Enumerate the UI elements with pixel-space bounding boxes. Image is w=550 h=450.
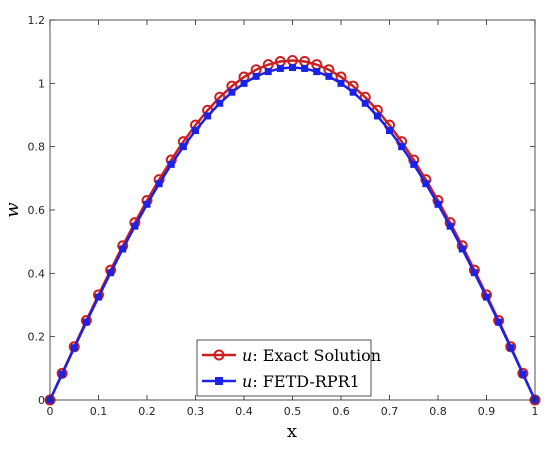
data-point	[192, 127, 199, 135]
data-point	[434, 200, 442, 208]
data-point	[58, 370, 66, 378]
legend-var-fetd: u	[242, 372, 252, 391]
data-point	[228, 88, 236, 96]
x-tick-label: 0.8	[429, 405, 447, 418]
data-point	[264, 68, 272, 76]
y-tick-label: 0.6	[28, 204, 46, 217]
data-point	[361, 99, 369, 107]
legend: u: Exact Solution u: FETD-RPR1	[196, 339, 381, 397]
x-tick-label: 0.5	[284, 405, 302, 418]
x-tick-label: 1	[532, 405, 539, 418]
legend-entry-fetd: u: FETD-RPR1	[202, 372, 360, 391]
x-tick-label: 0.7	[381, 405, 399, 418]
legend-var-exact: u	[242, 346, 252, 365]
data-point	[505, 341, 517, 353]
legend-text-exact: : Exact Solution	[252, 346, 381, 365]
data-point	[131, 222, 139, 230]
data-point	[240, 79, 248, 87]
axes-layer: 0 0.1 0.2 0.3 0.4 0.5 0.6 0.7 0.8 0.9 1 0 0.2 0.4 0.6 0…	[28, 14, 539, 418]
data-point	[337, 79, 345, 87]
y-tick-label: 0.4	[28, 267, 46, 280]
series-layer	[44, 55, 541, 406]
legend-label-fetd: u: FETD-RPR1	[242, 372, 360, 391]
y-axis-label: w	[2, 202, 23, 218]
data-point	[410, 160, 418, 168]
data-point	[95, 293, 102, 301]
x-axis-label: x	[287, 421, 297, 442]
data-point	[143, 200, 151, 208]
series-fetd-rpr1	[46, 64, 539, 404]
data-point	[373, 112, 381, 120]
data-point	[470, 269, 478, 277]
data-point	[507, 344, 515, 352]
y-tick-label: 1	[38, 77, 45, 90]
data-point	[204, 112, 212, 120]
y-tick-label: 0.2	[28, 331, 46, 344]
data-point	[458, 245, 466, 253]
data-point	[325, 72, 333, 80]
data-point	[301, 64, 309, 72]
data-point	[252, 72, 260, 80]
series-exact-solution	[44, 55, 541, 406]
data-point	[216, 99, 224, 107]
data-point	[155, 180, 163, 188]
data-point	[349, 88, 357, 96]
data-point	[517, 367, 529, 379]
data-point	[483, 293, 490, 301]
x-tick-label: 0.6	[332, 405, 350, 418]
x-tick-label: 0.9	[478, 405, 496, 418]
x-tick-label: 0.3	[187, 405, 205, 418]
y-tick-label: 0	[38, 394, 45, 407]
x-tick-label: 0.4	[235, 405, 253, 418]
legend-marker-fetd	[215, 377, 223, 385]
plot-area	[50, 20, 535, 400]
data-point	[495, 318, 503, 326]
x-tick-label: 0	[47, 405, 54, 418]
data-point	[276, 64, 284, 72]
data-point	[119, 245, 127, 253]
data-point	[398, 143, 406, 151]
x-tick-label: 0.1	[90, 405, 108, 418]
x-tick-label: 0.2	[138, 405, 156, 418]
legend-marker-exact	[213, 349, 225, 361]
data-point	[82, 318, 90, 326]
data-point	[70, 344, 78, 352]
data-point	[179, 143, 187, 151]
data-point	[107, 269, 115, 277]
data-point	[422, 180, 430, 188]
data-point	[519, 370, 527, 378]
data-point	[313, 68, 321, 76]
data-point	[289, 64, 296, 71]
plot-background	[50, 20, 535, 400]
legend-label-exact: u: Exact Solution	[242, 346, 381, 365]
data-point	[386, 127, 393, 135]
data-point	[167, 160, 175, 168]
data-point	[446, 222, 454, 230]
y-tick-label: 1.2	[28, 14, 46, 27]
legend-box	[196, 339, 372, 397]
y-tick-label: 0.8	[28, 141, 46, 154]
data-point	[56, 367, 68, 379]
legend-entry-exact: u: Exact Solution	[202, 346, 381, 365]
series-line	[48, 59, 537, 401]
legend-text-fetd: : FETD-RPR1	[252, 372, 360, 391]
data-point	[68, 341, 80, 353]
